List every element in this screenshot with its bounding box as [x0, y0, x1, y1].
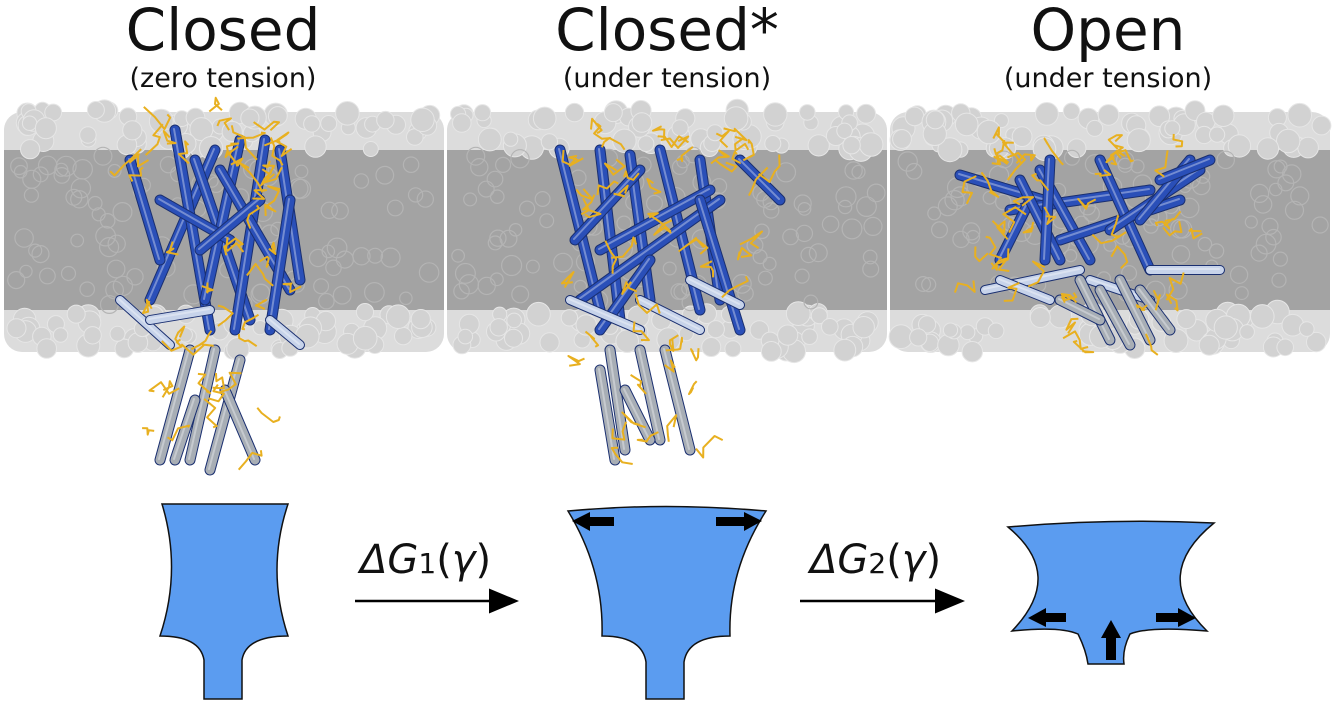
open-protein-structure	[953, 126, 1225, 356]
closed-star-title: Closed*	[555, 0, 779, 64]
closed-star-subtitle: (under tension)	[562, 63, 772, 94]
closed-star-schematic	[566, 505, 768, 700]
subscript: 2	[868, 547, 887, 580]
up-arrow-icon	[1101, 620, 1121, 660]
delta-g-symbol: ΔG	[810, 537, 869, 583]
closed-protein-structure	[109, 96, 306, 476]
paren-open: (	[886, 537, 902, 583]
open-title: Open	[1030, 0, 1186, 64]
closed-star-protein-structure	[554, 117, 786, 466]
closed-subtitle: (zero tension)	[129, 63, 317, 94]
open-subtitle: (under tension)	[1003, 63, 1213, 94]
left-arrow-icon	[1028, 608, 1066, 627]
closed-schematic	[158, 503, 290, 700]
protein-layer	[109, 96, 1225, 476]
left-arrow-icon	[572, 512, 614, 531]
right-arrow-icon	[716, 512, 762, 531]
right-arrow-icon	[1156, 608, 1196, 627]
transition-1-label: ΔG1(γ)	[360, 538, 491, 586]
gamma-symbol: γ	[901, 537, 926, 583]
transition-2-label: ΔG2(γ)	[810, 538, 941, 586]
open-schematic	[1006, 520, 1216, 665]
delta-g-symbol: ΔG	[360, 537, 419, 583]
paren-close: )	[925, 537, 942, 583]
paren-open: (	[436, 537, 452, 583]
subscript: 1	[418, 547, 437, 580]
gamma-symbol: γ	[451, 537, 476, 583]
paren-close: )	[475, 537, 492, 583]
closed-title: Closed	[125, 0, 321, 64]
